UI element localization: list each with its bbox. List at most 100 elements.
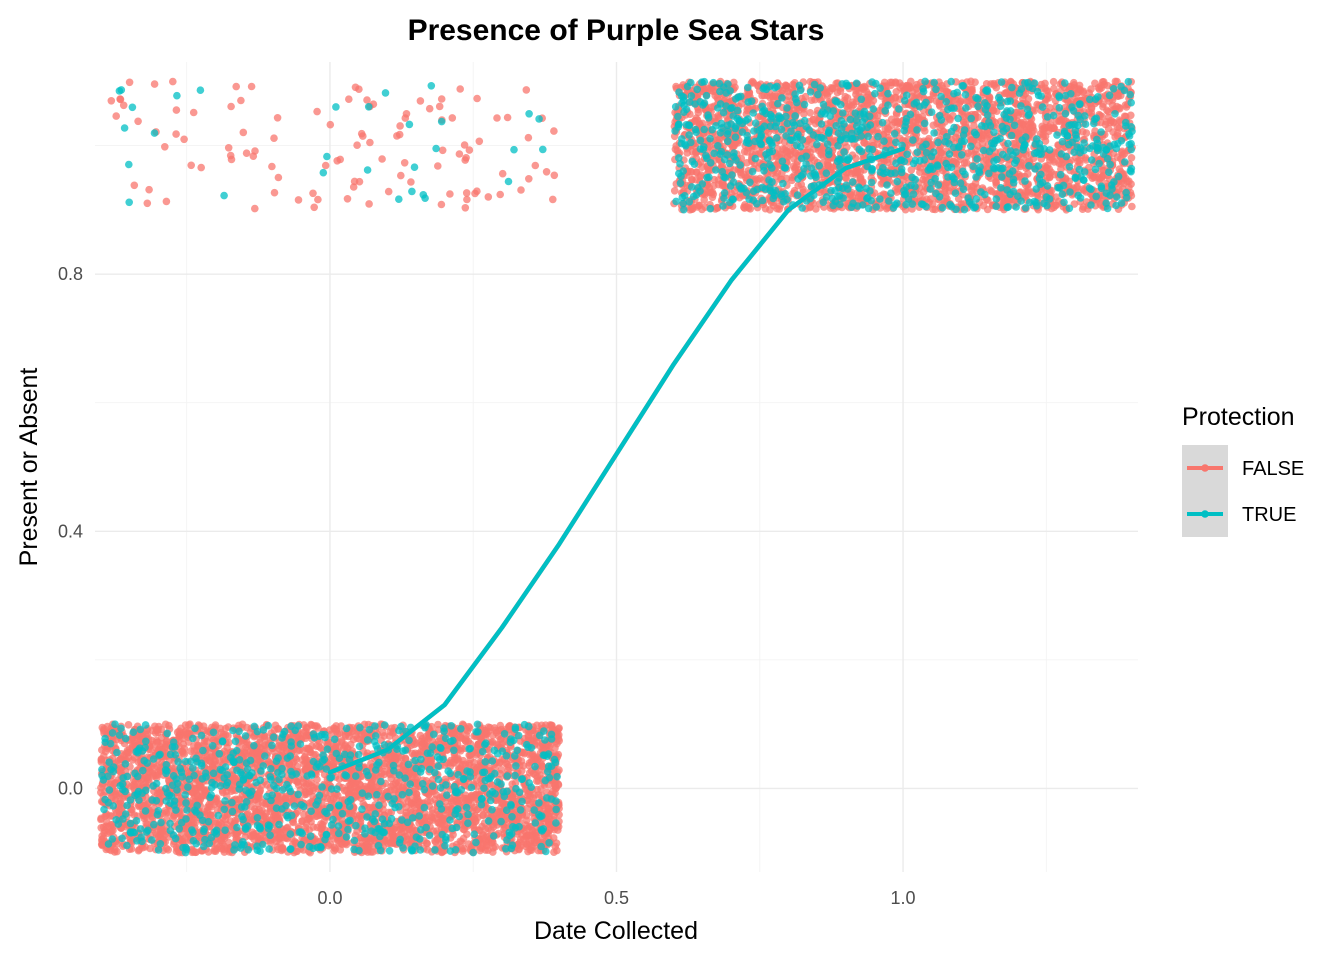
- data-point: [551, 782, 559, 790]
- data-point: [366, 138, 374, 147]
- data-point: [235, 795, 243, 803]
- data-point: [134, 117, 142, 126]
- data-point: [365, 200, 373, 208]
- data-point: [189, 788, 197, 797]
- data-point: [343, 195, 352, 203]
- data-point: [179, 734, 187, 743]
- data-point: [410, 801, 418, 809]
- data-point: [462, 796, 470, 805]
- data-point: [532, 832, 541, 841]
- data-point: [542, 168, 551, 176]
- data-point: [396, 122, 404, 130]
- data-point: [351, 83, 360, 92]
- data-point: [437, 200, 446, 209]
- data-point: [97, 815, 105, 824]
- data-point: [270, 134, 278, 142]
- data-point: [180, 750, 189, 758]
- data-point: [431, 838, 440, 846]
- data-point: [146, 844, 154, 853]
- data-point: [97, 824, 105, 832]
- data-point: [270, 188, 279, 197]
- data-point: [533, 777, 541, 785]
- data-point: [181, 834, 189, 842]
- data-point: [411, 749, 420, 758]
- data-point: [150, 80, 159, 88]
- data-point: [378, 155, 386, 163]
- data-point: [435, 102, 444, 111]
- data-point: [550, 171, 559, 180]
- data-point: [256, 786, 265, 794]
- data-point: [248, 832, 256, 841]
- data-point: [242, 149, 251, 157]
- data-point: [355, 735, 364, 743]
- data-point: [471, 189, 479, 198]
- data-point: [484, 193, 493, 201]
- data-point: [470, 803, 479, 812]
- data-point: [302, 734, 310, 742]
- data-point: [221, 816, 230, 824]
- data-point: [437, 95, 446, 103]
- data-point: [355, 177, 364, 186]
- data-point: [551, 744, 559, 752]
- data-point: [531, 161, 540, 170]
- data-point: [169, 77, 177, 86]
- data-point: [145, 185, 153, 194]
- data-point: [130, 181, 139, 190]
- data-point: [496, 758, 504, 767]
- data-point: [274, 742, 283, 750]
- data-point: [407, 178, 415, 186]
- data-point: [264, 757, 273, 766]
- data-point: [227, 102, 235, 111]
- data-point: [493, 114, 501, 122]
- data-point: [549, 195, 557, 204]
- data-point: [143, 199, 152, 208]
- data-point: [455, 150, 464, 158]
- data-point: [359, 132, 367, 140]
- data-point: [310, 203, 319, 212]
- data-point: [161, 143, 169, 151]
- data-point: [393, 132, 401, 140]
- data-point: [525, 759, 534, 767]
- data-point: [456, 85, 465, 93]
- data-point: [496, 190, 505, 199]
- data-point: [481, 825, 490, 833]
- data-point: [190, 747, 198, 755]
- data-point: [294, 747, 302, 755]
- data-point: [473, 94, 481, 103]
- data-point: [251, 147, 259, 155]
- data-point: [548, 721, 556, 730]
- data-point: [416, 731, 425, 740]
- data-point: [384, 187, 393, 196]
- data-point: [172, 106, 181, 114]
- data-point: [311, 750, 320, 759]
- data-point: [253, 748, 262, 757]
- data-point: [544, 804, 553, 812]
- data-point: [454, 754, 462, 762]
- data-point: [508, 794, 517, 803]
- data-point: [397, 171, 405, 180]
- data-point: [123, 746, 132, 755]
- data-point: [164, 846, 172, 854]
- data-point: [518, 831, 526, 839]
- data-point: [517, 186, 525, 194]
- data-point: [1128, 202, 1136, 211]
- data-point: [205, 803, 213, 811]
- data-point: [186, 720, 194, 728]
- data-point: [524, 133, 533, 142]
- data-point: [333, 157, 342, 165]
- data-point: [464, 737, 473, 746]
- data-point: [125, 78, 134, 87]
- data-point: [305, 745, 313, 753]
- data-point: [107, 821, 115, 829]
- data-point: [399, 781, 408, 790]
- data-point: [206, 752, 214, 761]
- data-point: [314, 195, 322, 204]
- data-point: [119, 101, 128, 110]
- data-point: [189, 108, 198, 117]
- data-point: [459, 834, 468, 843]
- data-point: [251, 204, 259, 213]
- data-point: [448, 114, 457, 122]
- data-point: [134, 846, 143, 855]
- data-point: [217, 836, 226, 845]
- data-point: [302, 723, 311, 732]
